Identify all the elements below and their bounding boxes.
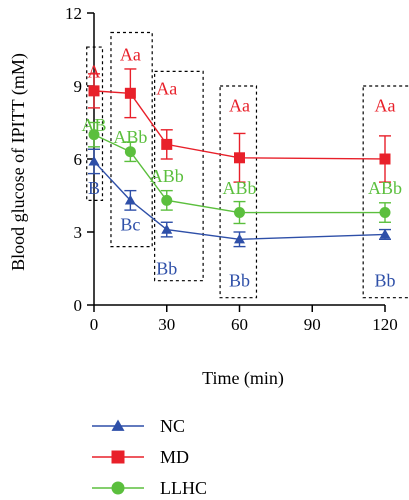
annotation-0: A	[88, 61, 101, 81]
y-axis-title: Blood glucose of IPITT (mM)	[8, 53, 29, 271]
point-md-0	[88, 85, 100, 97]
annotation-11: Bb	[229, 271, 250, 291]
annotation-2: B	[88, 178, 100, 198]
group-box-4	[362, 85, 409, 299]
annotation-14: Bb	[374, 271, 395, 291]
legend-marker-llhc	[111, 481, 125, 495]
y-tick-label-3: 3	[74, 223, 83, 242]
point-nc-4	[379, 228, 391, 239]
group-box-2	[154, 70, 204, 282]
point-llhc-2	[161, 194, 173, 206]
x-tick-label-60: 60	[231, 315, 248, 334]
legend-label-llhc: LLHC	[160, 478, 207, 498]
point-llhc-4	[379, 207, 391, 219]
x-tick-label-0: 0	[90, 315, 99, 334]
legend-label-md: MD	[160, 447, 189, 467]
point-llhc-1	[124, 146, 136, 158]
annotation-12: Aa	[375, 95, 396, 115]
point-nc-2	[161, 224, 173, 234]
y-tick-label-6: 6	[74, 150, 83, 169]
point-nc-1	[124, 194, 136, 205]
annotation-5: Bc	[120, 215, 140, 235]
annotation-8: Bb	[156, 259, 177, 279]
group-box-1	[110, 31, 153, 248]
group-box-3	[219, 85, 258, 299]
x-axis-title: Time (min)	[202, 368, 284, 389]
series-llhc	[88, 121, 391, 225]
point-llhc-0	[88, 129, 100, 141]
point-md-4	[379, 153, 391, 165]
point-nc-0	[88, 155, 100, 166]
annotation-4: ABb	[113, 127, 147, 147]
legend-item-md: MD	[92, 447, 189, 467]
legend-item-nc: NC	[92, 416, 185, 436]
annotation-3: Aa	[120, 44, 141, 64]
series-md	[88, 68, 391, 183]
y-tick-label-9: 9	[74, 77, 83, 96]
x-tick-label-120: 120	[372, 315, 398, 334]
point-md-3	[234, 152, 245, 164]
x-tick-label-90: 90	[304, 315, 321, 334]
legend: NC MD LLHC	[92, 416, 207, 498]
annotation-7: ABb	[150, 166, 184, 186]
point-llhc-3	[234, 207, 245, 219]
annotation-6: Aa	[156, 78, 177, 98]
annotation-9: Aa	[229, 95, 250, 115]
group-boxes	[86, 31, 409, 299]
annotations: A AB B Aa ABb Bc Aa ABb Bb Aa ABb Bb Aa ABb Bb	[81, 44, 402, 290]
point-md-2	[161, 138, 173, 150]
point-nc-3	[234, 233, 245, 244]
annotation-1: AB	[81, 115, 106, 135]
point-md-1	[124, 87, 136, 99]
annotation-13: ABb	[368, 178, 402, 198]
x-tick-label-30: 30	[158, 315, 175, 334]
series-nc	[88, 148, 391, 248]
legend-label-nc: NC	[160, 416, 185, 436]
legend-marker-nc	[111, 419, 125, 431]
y-tick-label-0: 0	[74, 296, 83, 315]
y-tick-label-12: 12	[65, 4, 82, 23]
legend-marker-md	[111, 450, 125, 464]
legend-item-llhc: LLHC	[92, 478, 207, 498]
annotation-10: ABb	[222, 178, 256, 198]
series-group	[88, 68, 391, 248]
